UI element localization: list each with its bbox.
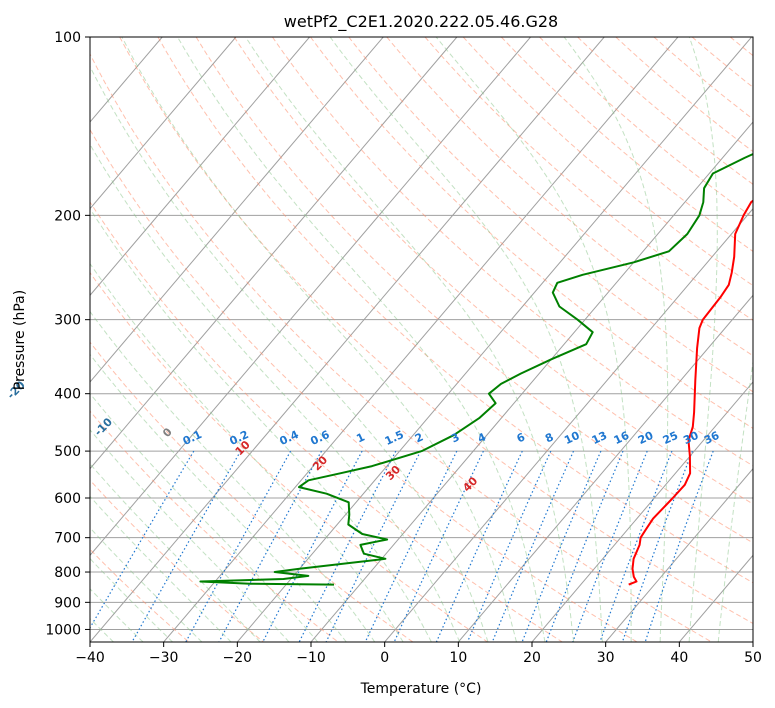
dry-adiabat-line	[271, 37, 753, 467]
moist-adiabat-line	[90, 207, 432, 642]
mixing-ratio-line	[262, 450, 363, 642]
y-tick-label: 700	[54, 531, 81, 547]
y-tick-label: 800	[54, 565, 81, 581]
dry-adiabat-line	[90, 479, 264, 642]
y-tick-label: 100	[54, 30, 81, 46]
mixing-ratio-label: 13	[590, 429, 609, 447]
mixing-ratio-label: 20	[636, 429, 656, 447]
moist-adiabat-line	[90, 429, 290, 642]
isotherm-line	[384, 207, 753, 642]
moist-adiabat-line	[563, 37, 669, 642]
dry-adiabat-line	[157, 37, 753, 584]
moist-adiabat-line	[121, 37, 517, 642]
mixing-ratio-line	[90, 450, 195, 629]
mixing-ratio-label: 30	[681, 429, 701, 447]
y-tick-label: 1000	[45, 622, 81, 638]
x-axis-label: Temperature (°C)	[360, 681, 482, 697]
x-tick-label: 20	[523, 650, 541, 666]
moist-adiabat-line	[90, 262, 404, 642]
moist-adiabat-line	[90, 65, 489, 642]
y-tick-label: 300	[54, 313, 81, 329]
mixing-ratio-label: 16	[612, 429, 632, 447]
dry-adiabat-line	[615, 37, 753, 153]
y-tick-label: 600	[54, 491, 81, 507]
moist-adiabat-line	[688, 37, 718, 642]
dry-adiabat-line	[119, 37, 753, 625]
moist-adiabat-line	[245, 37, 575, 642]
dry-adiabat-line	[500, 37, 753, 252]
y-tick-label: 500	[54, 444, 81, 460]
mixing-ratio-label: 10	[562, 429, 582, 447]
y-tick-label: 400	[54, 387, 81, 403]
mixing-ratio-line	[364, 450, 458, 642]
moist-adiabat-line	[90, 495, 232, 642]
x-tick-label: −20	[223, 650, 253, 666]
mixing-ratio-line	[435, 450, 523, 642]
mixing-ratio-label: 25	[661, 429, 680, 447]
dewpoint-profile-line	[199, 152, 753, 586]
mixing-ratio-line	[185, 450, 292, 642]
curve-labels: -100-90-80-70-60-50-40-30-20-10010203040…	[5, 378, 722, 494]
mixing-ratio-label: 36	[702, 429, 722, 447]
dry-adiabat-line	[90, 52, 712, 642]
x-tick-label: 30	[597, 650, 615, 666]
moist-adiabat-line	[90, 527, 203, 642]
background-lines	[90, 37, 753, 642]
chart-title: wetPf2_C2E1.2020.222.05.46.G28	[284, 12, 558, 32]
mixing-ratio-line	[131, 450, 242, 642]
dry-adiabat-line	[90, 128, 638, 642]
dry-adiabat-line	[424, 37, 753, 321]
isotherm-line	[457, 294, 753, 642]
x-tick-label: 40	[670, 650, 688, 666]
x-tick-label: −10	[296, 650, 326, 666]
y-tick-label: 200	[54, 208, 81, 224]
dry-adiabat-line	[90, 341, 414, 642]
isotherm-line	[90, 37, 310, 297]
y-ticks: 100 200 300 400 500 600 700 800 900 1000	[45, 30, 90, 638]
isotherm-line	[90, 37, 458, 470]
x-tick-label: −30	[149, 650, 179, 666]
plot-frame	[89, 36, 754, 643]
isotherm-line	[90, 37, 384, 383]
isotherm-line	[90, 37, 531, 557]
moist-adiabat-line	[90, 463, 261, 642]
x-tick-label: 0	[380, 650, 389, 666]
profiles	[199, 152, 753, 586]
isotherm-line	[163, 37, 679, 642]
moist-adiabat-line	[90, 310, 376, 642]
dry-adiabat-line	[195, 37, 753, 544]
isotherm-line	[531, 381, 753, 642]
dry-adiabat-line	[310, 37, 753, 429]
mixing-ratio-line	[521, 450, 602, 642]
x-tick-label: −40	[75, 650, 105, 666]
dry-adiabat-line	[386, 37, 753, 357]
moist-adiabat-line	[90, 557, 173, 642]
mixing-ratio-line	[644, 450, 714, 642]
isotherm-line	[605, 467, 753, 642]
x-ticks: −40 −30 −20 −10 0 10 20 30 40 50	[75, 642, 762, 666]
moist-adiabat-line	[90, 353, 347, 642]
moist-adiabat-line	[90, 143, 461, 642]
dry-adiabat-line	[90, 201, 563, 642]
temperature-profile-line	[628, 199, 753, 586]
y-axis-label: Pressure (hPa)	[12, 290, 28, 390]
isotherm-line	[236, 37, 752, 642]
moist-adiabat-line	[329, 37, 603, 642]
mixing-ratio-line	[491, 450, 575, 642]
isotherm-line	[90, 37, 237, 210]
dry-adiabat-line	[90, 410, 339, 642]
mixing-ratio-line	[466, 450, 552, 642]
x-tick-label: 50	[744, 650, 762, 666]
y-tick-label: 900	[54, 595, 81, 611]
dry-adiabat-line	[577, 37, 753, 185]
x-tick-label: 10	[449, 650, 467, 666]
moist-adiabat-line	[435, 37, 632, 642]
